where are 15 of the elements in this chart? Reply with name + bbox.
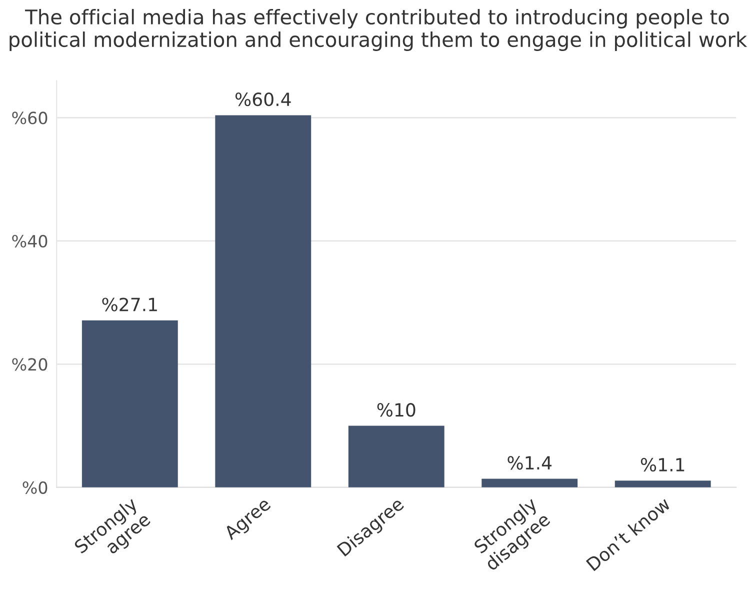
y-tick-label: %20 xyxy=(12,358,48,371)
data-label: %27.1 xyxy=(102,298,157,312)
y-tick-label: %60 xyxy=(12,112,48,124)
bar xyxy=(614,480,711,488)
y-tick-label: %40 xyxy=(12,234,48,248)
data-label: %60.4 xyxy=(235,92,291,106)
bar xyxy=(82,320,178,488)
data-label: %10 xyxy=(377,403,416,417)
y-tick-label: %0 xyxy=(22,481,48,494)
chart-title: The official media has effectively contributed to introducing people to political modernization and encouraging them to engage in political work xyxy=(10,8,748,52)
data-label: %1.1 xyxy=(640,458,684,472)
bar xyxy=(215,115,312,488)
bar xyxy=(348,426,444,488)
bar xyxy=(482,478,578,488)
data-label: %1.4 xyxy=(508,456,552,470)
